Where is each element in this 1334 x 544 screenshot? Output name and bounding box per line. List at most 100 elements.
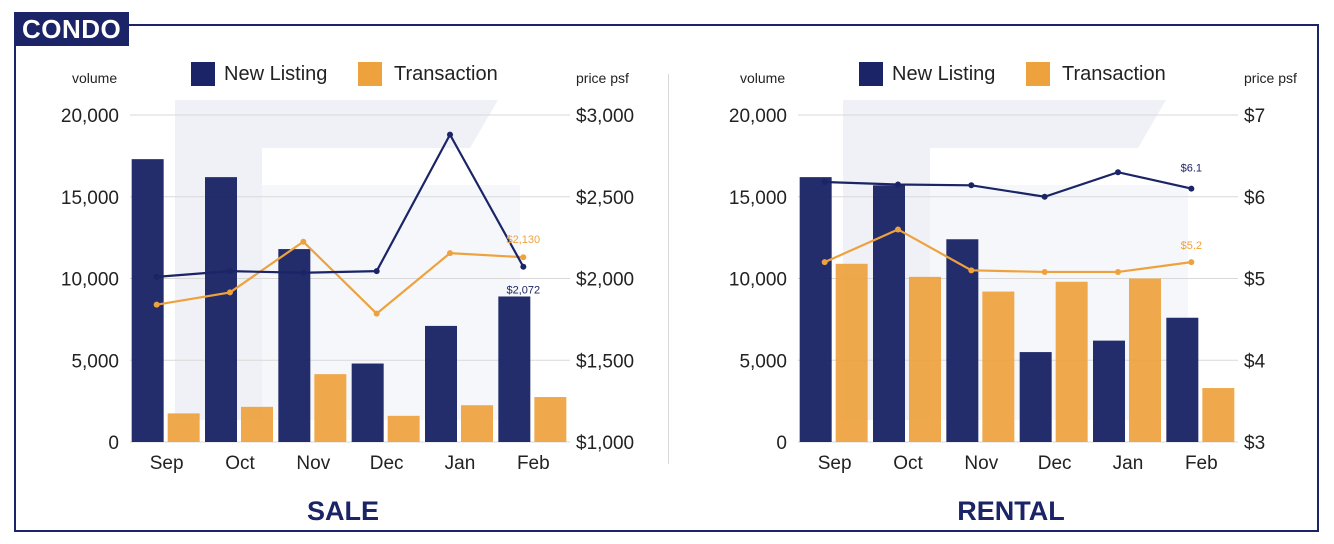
point-transaction [1041,268,1048,275]
right-tick-label: $7 [1244,106,1265,127]
right-tick-label: $3 [1244,433,1265,454]
bar-transaction [461,405,493,442]
left-tick-label: 10,000 [729,270,787,291]
bar-new-listing [873,185,905,442]
bar-transaction [982,291,1015,442]
bar-transaction [1202,388,1235,442]
legend-swatch-new-listing [191,62,215,86]
legend-label-new-listing: New Listing [892,63,995,85]
bar-transaction [909,276,941,442]
bar-transaction [1129,278,1161,442]
point-new-listing [1188,185,1195,192]
bar-new-listing [498,296,531,442]
left-tick-label: 15,000 [61,188,119,209]
bar-new-listing [131,159,164,442]
legend-swatch-transaction [1026,62,1050,86]
point-transaction [373,310,380,317]
right-axis-label: price psf [1244,70,1297,86]
point-new-listing [227,268,233,275]
point-new-listing [300,269,307,276]
panel-title: RENTAL [957,496,1065,526]
point-transaction [968,267,975,274]
point-transaction [1115,268,1121,275]
category-label: Nov [964,453,998,474]
point-transaction [1188,259,1195,266]
right-tick-label: $6 [1244,188,1265,209]
right-tick-label: $2,000 [576,270,634,291]
legend-swatch-new-listing [859,62,883,86]
annotation-new-listing: $6.1 [1181,163,1202,175]
bar-new-listing [946,239,979,442]
right-tick-label: $2,500 [576,188,634,209]
bar-new-listing [278,249,311,442]
right-axis-label: price psf [576,70,629,86]
legend-label-transaction: Transaction [394,63,498,85]
left-axis-label: volume [72,70,117,86]
point-new-listing [895,181,901,188]
left-tick-label: 5,000 [71,351,119,372]
point-new-listing [1115,169,1121,176]
bar-transaction [1055,281,1088,442]
panel-title: SALE [307,496,379,526]
point-transaction [821,259,828,266]
bar-transaction [534,397,567,442]
category-label: Oct [225,453,255,474]
line-transaction [824,228,1192,274]
sale-chart: New Listing Transaction volume price psf 0 5,… [61,62,634,526]
right-tick-label: $1,500 [576,351,634,372]
right-tick-label: $5 [1244,270,1265,291]
line-new-listing [156,132,525,278]
bar-transaction [835,263,868,442]
line-new-listing [824,171,1192,198]
point-new-listing [1041,193,1048,200]
left-tick-label: 20,000 [729,106,787,127]
point-new-listing [447,131,453,138]
watermark-shape [175,100,498,420]
bar-transaction [314,374,347,442]
right-tick-label: $1,000 [576,433,634,454]
legend-swatch-transaction [358,62,382,86]
left-tick-label: 10,000 [61,270,119,291]
category-label: Oct [893,453,923,474]
category-label: Sep [150,453,184,474]
bar-new-listing [1093,340,1125,442]
point-new-listing [821,179,828,186]
left-tick-label: 5,000 [739,351,787,372]
rental-chart: New Listing Transaction volume price psf 0 5,… [729,62,1297,526]
right-tick-label: $3,000 [576,106,634,127]
point-transaction [895,226,901,233]
bar-new-listing [1019,352,1052,442]
point-new-listing [968,182,975,189]
category-label: Jan [445,453,476,474]
bar-new-listing [351,363,384,442]
category-label: Dec [1038,453,1072,474]
bar-new-listing [1166,317,1199,442]
category-label: Jan [1113,453,1144,474]
point-transaction [153,301,160,308]
point-transaction [447,250,453,257]
bar-transaction [241,406,273,442]
left-tick-label: 0 [108,433,119,454]
bar-transaction [387,415,420,442]
annotation-new-listing: $2,072 [507,285,541,297]
condo-badge: CONDO [14,12,130,46]
point-new-listing [153,273,160,280]
category-label: Feb [1185,453,1218,474]
legend-label-new-listing: New Listing [224,63,327,85]
legend-label-transaction: Transaction [1062,63,1166,85]
point-new-listing [520,263,527,270]
condo-frame [14,24,1319,532]
category-label: Dec [370,453,404,474]
point-transaction [300,238,307,245]
right-tick-label: $4 [1244,351,1266,372]
left-tick-label: 20,000 [61,106,119,127]
bar-new-listing [799,177,832,442]
bar-new-listing [205,177,237,442]
bar-transaction [167,413,200,442]
bar-new-listing [425,325,457,442]
left-tick-label: 15,000 [729,188,787,209]
annotation-transaction: $5.2 [1181,240,1202,252]
point-new-listing [373,268,380,275]
category-label: Sep [818,453,852,474]
category-label: Nov [296,453,330,474]
